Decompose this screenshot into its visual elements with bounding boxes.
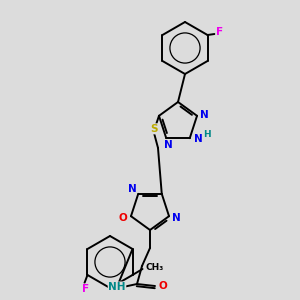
Text: F: F: [82, 284, 89, 294]
Text: CH₃: CH₃: [146, 263, 164, 272]
Text: O: O: [118, 213, 127, 223]
Text: N: N: [128, 184, 136, 194]
Text: F: F: [216, 27, 223, 37]
Text: NH: NH: [108, 282, 126, 292]
Text: N: N: [164, 140, 172, 150]
Text: H: H: [203, 130, 211, 139]
Text: N: N: [172, 213, 180, 223]
Text: N: N: [200, 110, 208, 120]
Text: O: O: [159, 281, 167, 291]
Text: S: S: [150, 124, 158, 134]
Text: N: N: [194, 134, 203, 144]
